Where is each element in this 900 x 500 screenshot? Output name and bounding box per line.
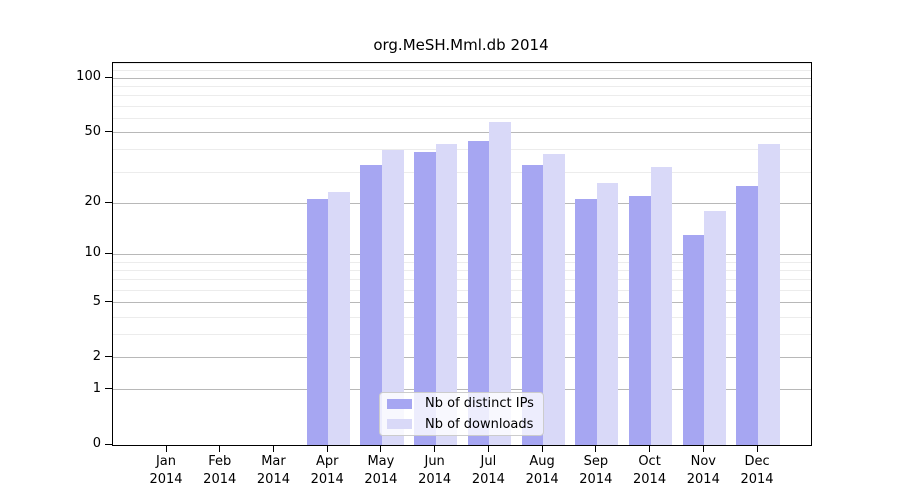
x-tick-label: Apr 2014 bbox=[310, 454, 344, 487]
gridline-major bbox=[113, 253, 811, 255]
y-tick-label: 20 bbox=[84, 194, 101, 210]
gridline-major bbox=[113, 132, 811, 133]
bar-distinct-ips-nov bbox=[682, 235, 705, 445]
gridline-major bbox=[113, 302, 811, 304]
gridline-minor bbox=[113, 289, 811, 291]
x-tick-label: Sep 2014 bbox=[579, 454, 613, 487]
y-tick-mark bbox=[105, 131, 112, 132]
bar-distinct-ips-aug bbox=[521, 164, 544, 445]
x-tick-mark bbox=[165, 445, 167, 452]
x-tick-mark bbox=[541, 445, 543, 452]
y-tick-label: 10 bbox=[84, 245, 101, 261]
x-tick-label: Dec 2014 bbox=[740, 454, 774, 487]
y-tick-mark bbox=[105, 76, 112, 78]
bar-distinct-ips-sep bbox=[575, 199, 597, 445]
y-tick-mark bbox=[105, 301, 112, 303]
x-tick-mark bbox=[595, 445, 597, 452]
legend: Nb of distinct IPs Nb of downloads bbox=[379, 392, 544, 436]
y-tick-mark bbox=[105, 356, 112, 358]
bar-distinct-ips-apr bbox=[306, 199, 329, 445]
bar-downloads-oct bbox=[650, 167, 673, 445]
gridline-minor bbox=[113, 149, 811, 151]
bar-distinct-ips-jun bbox=[414, 151, 436, 445]
bar-downloads-jun bbox=[435, 144, 458, 445]
x-tick-label: Jun 2014 bbox=[418, 454, 452, 487]
y-tick-mark bbox=[105, 388, 112, 390]
bar-downloads-dec bbox=[758, 144, 780, 445]
gridline-major bbox=[113, 202, 811, 204]
gridline-minor bbox=[113, 95, 811, 97]
chart-title: org.MeSH.Mml.db 2014 bbox=[373, 36, 549, 54]
y-tick-mark bbox=[105, 201, 112, 203]
y-tick-label: 100 bbox=[76, 69, 101, 85]
gridline-minor bbox=[113, 316, 811, 318]
x-tick-mark bbox=[649, 445, 651, 452]
bar-downloads-jul bbox=[489, 122, 511, 445]
x-tick-mark bbox=[756, 445, 758, 452]
x-tick-label: Oct 2014 bbox=[633, 454, 667, 487]
y-tick-label: 0 bbox=[92, 436, 101, 451]
legend-swatch-distinct-ips bbox=[387, 398, 412, 409]
gridline-major bbox=[113, 77, 811, 79]
legend-label-distinct-ips: Nb of distinct IPs bbox=[425, 396, 534, 412]
bar-downloads-may bbox=[381, 149, 404, 445]
y-tick-label: 1 bbox=[92, 380, 101, 396]
x-tick-label: Feb 2014 bbox=[203, 454, 237, 487]
gridline-major bbox=[113, 389, 811, 391]
gridline-minor bbox=[113, 105, 811, 107]
bar-distinct-ips-oct bbox=[628, 195, 651, 445]
x-tick-mark bbox=[380, 445, 382, 452]
bar-downloads-apr bbox=[328, 192, 350, 445]
gridline-major bbox=[113, 357, 811, 359]
y-tick-mark bbox=[105, 443, 112, 445]
x-tick-label: Aug 2014 bbox=[525, 454, 559, 487]
legend-item-downloads: Nb of downloads bbox=[380, 416, 543, 434]
gridline-minor bbox=[113, 171, 811, 173]
bar-distinct-ips-jul bbox=[467, 140, 490, 445]
legend-item-distinct-ips: Nb of distinct IPs bbox=[380, 395, 543, 413]
legend-label-downloads: Nb of downloads bbox=[425, 416, 534, 432]
x-tick-label: Jan 2014 bbox=[149, 454, 183, 487]
x-tick-mark bbox=[326, 445, 328, 452]
legend-swatch-downloads bbox=[387, 419, 412, 430]
bar-downloads-nov bbox=[704, 211, 726, 445]
x-tick-label: Jul 2014 bbox=[471, 454, 505, 487]
x-tick-mark bbox=[487, 445, 489, 452]
gridline-minor bbox=[113, 70, 811, 72]
gridline-minor bbox=[113, 117, 811, 119]
gridline-minor bbox=[113, 261, 811, 263]
x-tick-mark bbox=[272, 445, 274, 452]
y-tick-label: 2 bbox=[92, 348, 101, 364]
x-tick-mark bbox=[434, 445, 436, 452]
gridline-minor bbox=[113, 279, 811, 281]
gridline-minor bbox=[113, 334, 811, 336]
y-tick-mark bbox=[105, 252, 112, 254]
x-tick-mark bbox=[219, 445, 221, 452]
y-tick-label: 5 bbox=[92, 293, 101, 309]
x-tick-mark bbox=[702, 445, 704, 452]
x-tick-label: Mar 2014 bbox=[256, 454, 290, 487]
gridline-minor bbox=[113, 269, 811, 271]
bar-downloads-sep bbox=[596, 183, 619, 445]
bar-distinct-ips-may bbox=[360, 164, 382, 445]
bar-downloads-aug bbox=[543, 153, 565, 445]
plot-area bbox=[112, 62, 812, 446]
x-tick-label: Nov 2014 bbox=[686, 454, 720, 487]
gridline-minor bbox=[113, 63, 811, 65]
bar-distinct-ips-dec bbox=[736, 186, 759, 445]
gridline-minor bbox=[113, 85, 811, 87]
x-tick-label: May 2014 bbox=[364, 454, 398, 487]
y-tick-label: 50 bbox=[84, 123, 101, 139]
